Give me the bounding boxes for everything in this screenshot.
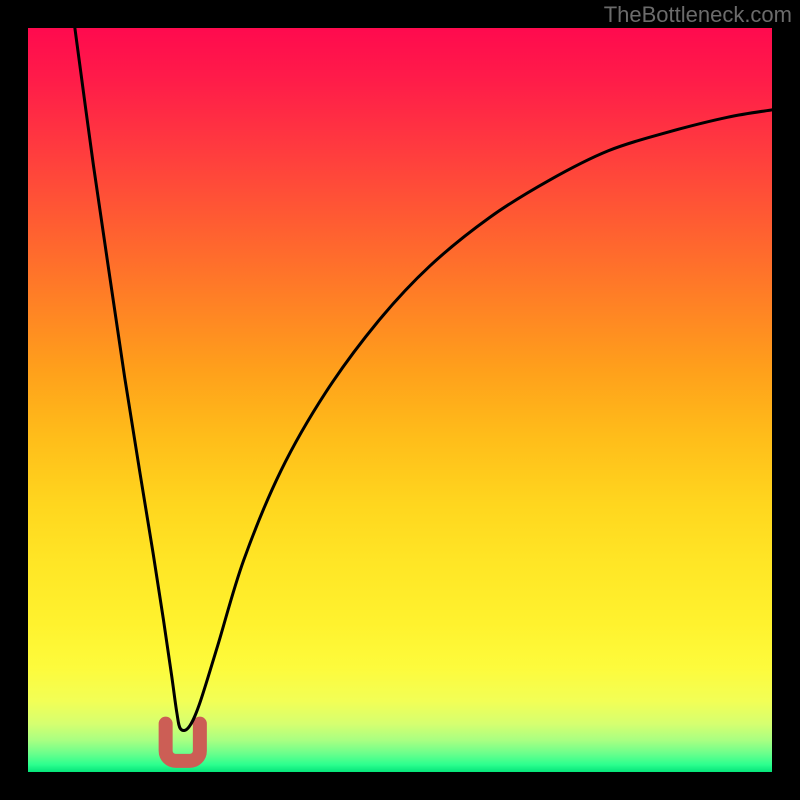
watermark-text: TheBottleneck.com: [604, 2, 792, 28]
chart-frame: TheBottleneck.com: [0, 0, 800, 800]
chart-plot: [28, 28, 772, 772]
chart-background: [28, 28, 772, 772]
chart-svg: [28, 28, 772, 772]
